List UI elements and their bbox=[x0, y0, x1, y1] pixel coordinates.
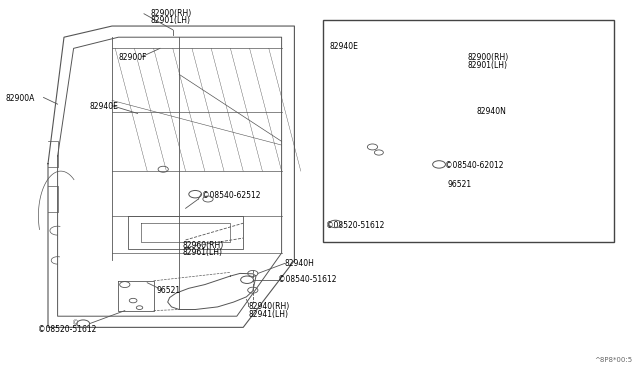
Text: ^8P8*00:5: ^8P8*00:5 bbox=[594, 357, 632, 363]
Text: 82961(LH): 82961(LH) bbox=[182, 248, 223, 257]
Text: 82901(LH): 82901(LH) bbox=[150, 16, 191, 25]
Text: 82900F: 82900F bbox=[118, 53, 147, 62]
Text: ©08520-51612: ©08520-51612 bbox=[326, 221, 385, 230]
Text: 82940E: 82940E bbox=[90, 102, 118, 110]
Text: 82941(LH): 82941(LH) bbox=[248, 310, 288, 319]
Text: 82960(RH): 82960(RH) bbox=[182, 241, 223, 250]
Text: 82940H: 82940H bbox=[285, 259, 315, 268]
Text: ©08520-51612: ©08520-51612 bbox=[38, 325, 97, 334]
Text: 82900A: 82900A bbox=[5, 94, 35, 103]
Text: 82900(RH): 82900(RH) bbox=[467, 53, 508, 62]
Text: 96521: 96521 bbox=[157, 286, 181, 295]
Text: ©08540-62012: ©08540-62012 bbox=[445, 161, 503, 170]
Text: 96521: 96521 bbox=[448, 180, 472, 189]
Bar bbox=[323, 20, 614, 242]
Text: 82940N: 82940N bbox=[477, 107, 507, 116]
Text: 82940E: 82940E bbox=[330, 42, 358, 51]
Text: 82901(LH): 82901(LH) bbox=[467, 61, 507, 70]
Text: ©08540-51612: ©08540-51612 bbox=[278, 275, 337, 284]
Text: ©08540-62512: ©08540-62512 bbox=[202, 191, 260, 200]
Text: 82940(RH): 82940(RH) bbox=[248, 302, 289, 311]
Text: 82900(RH): 82900(RH) bbox=[150, 9, 191, 17]
Text: ©: © bbox=[72, 321, 79, 327]
